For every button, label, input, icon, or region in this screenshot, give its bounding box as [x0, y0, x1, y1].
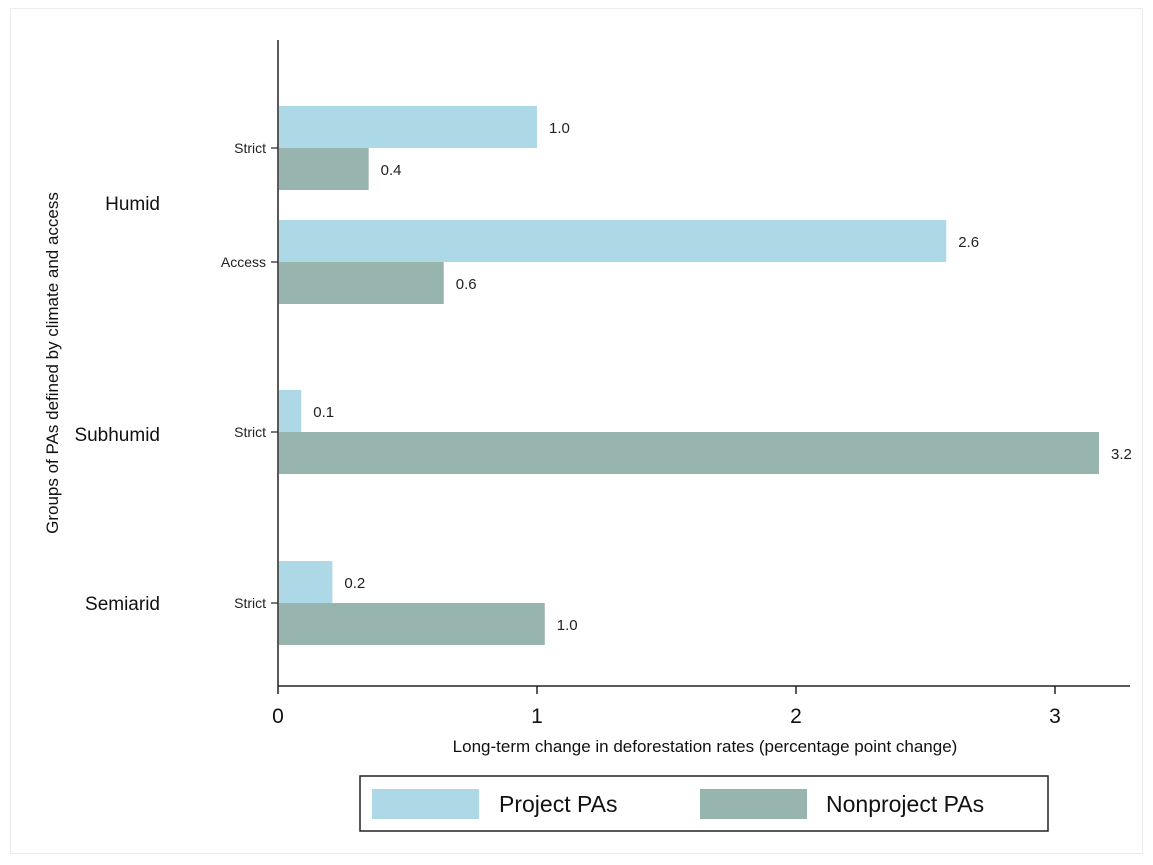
bar-project — [279, 390, 302, 432]
subgroup-label: Strict — [234, 424, 266, 440]
y-axis-title: Groups of PAs defined by climate and acc… — [43, 192, 62, 534]
x-axis-title: Long-term change in deforestation rates … — [453, 737, 958, 756]
bar-nonproject — [279, 432, 1100, 474]
x-tick-label: 3 — [1049, 705, 1061, 728]
legend-swatch-nonproject — [700, 789, 807, 819]
bar-value-label: 1.0 — [549, 120, 570, 137]
bar-nonproject — [279, 262, 444, 304]
bars-layer — [279, 106, 1100, 645]
bar-value-label: 0.1 — [313, 404, 334, 421]
bar-nonproject — [279, 148, 369, 190]
bar-project — [279, 561, 333, 603]
bar-value-label: 3.2 — [1111, 446, 1132, 463]
bar-value-label: 2.6 — [958, 234, 979, 251]
bar-nonproject — [279, 603, 545, 645]
labels-layer: Humid Strict 1.0 0.4 Access 2.6 0.6 Subhumid Str… — [74, 120, 1131, 634]
bar-value-label: 0.4 — [381, 162, 402, 179]
subgroup-label: Access — [221, 254, 266, 270]
group-label: Humid — [105, 194, 160, 215]
bar-project — [279, 106, 537, 148]
subgroup-label: Strict — [234, 140, 266, 156]
x-tick-label: 1 — [531, 705, 543, 728]
subgroup-label: Strict — [234, 595, 266, 611]
group-label: Subhumid — [74, 425, 160, 446]
legend-label-project: Project PAs — [499, 791, 617, 817]
bar-project — [279, 220, 947, 262]
x-tick-label: 0 — [272, 705, 284, 728]
legend: Project PAs Nonproject PAs — [359, 775, 1049, 832]
bar-value-label: 1.0 — [557, 617, 578, 634]
legend-swatch-project — [372, 789, 479, 819]
bar-value-label: 0.6 — [456, 276, 477, 293]
group-label: Semiarid — [85, 594, 160, 615]
legend-label-nonproject: Nonproject PAs — [826, 791, 984, 817]
bar-value-label: 0.2 — [344, 575, 365, 592]
x-tick-label: 2 — [790, 705, 802, 728]
chart-frame — [10, 8, 1143, 854]
ticks-layer: 0 1 2 3 — [271, 147, 1061, 728]
